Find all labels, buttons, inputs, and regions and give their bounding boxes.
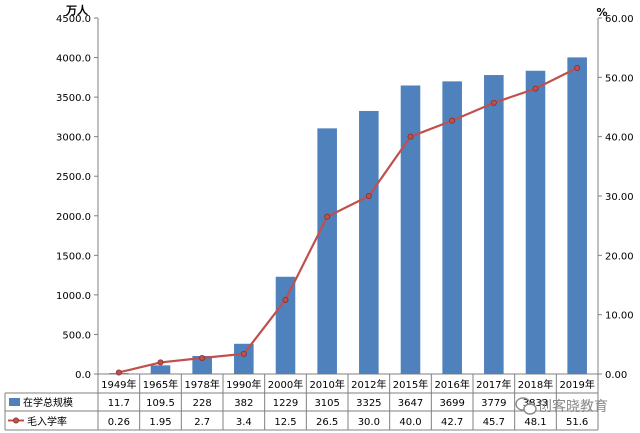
line-value-label: 26.5 <box>316 417 338 428</box>
watermark-text: 创客晓教育 <box>538 398 608 415</box>
line-point <box>282 296 289 303</box>
right-tick-label: 20.00 <box>605 251 634 262</box>
bar-value-label: 382 <box>234 398 253 409</box>
line-value-label: 2.7 <box>194 417 210 428</box>
legend-key-bar <box>9 398 20 406</box>
watermark: 创客晓教育 <box>515 397 608 415</box>
bar <box>567 57 587 374</box>
category-label: 1965年 <box>143 378 178 391</box>
bar <box>275 276 296 374</box>
left-tick-label: 4000.0 <box>56 54 91 65</box>
bar <box>317 128 337 374</box>
category-label: 2019年 <box>559 378 594 391</box>
bar-value-label: 11.7 <box>108 398 130 409</box>
left-tick-label: 2500.0 <box>56 172 91 183</box>
bar-value-label: 3325 <box>356 398 381 409</box>
bar <box>442 81 462 375</box>
right-tick-label: 60.00 <box>605 14 634 25</box>
line-value-label: 45.7 <box>483 417 505 428</box>
line-point <box>199 354 206 361</box>
line-value-label: 42.7 <box>441 417 463 428</box>
legend-key-point <box>12 417 19 424</box>
line-value-label: 30.0 <box>358 417 380 428</box>
line-point <box>490 99 497 106</box>
bar <box>234 343 254 374</box>
bar <box>192 355 212 374</box>
bar <box>484 75 504 374</box>
line-value-label: 3.4 <box>236 417 252 428</box>
line-value-label: 51.6 <box>566 417 588 428</box>
line-point <box>449 117 456 124</box>
bar-value-label: 1229 <box>273 398 298 409</box>
line-value-label: 48.1 <box>524 417 546 428</box>
category-label: 2000年 <box>268 378 303 391</box>
left-tick-label: 1000.0 <box>56 291 91 302</box>
line-point <box>532 85 539 92</box>
left-tick-label: 3500.0 <box>56 93 91 104</box>
bar-value-label: 3779 <box>481 398 506 409</box>
right-tick-label: 50.00 <box>605 73 634 84</box>
bar-value-label: 109.5 <box>146 398 175 409</box>
tick-labels: 0.0 500.0 1000.0 1500.0 2000.0 2500.0 3000.0 35… <box>56 14 634 381</box>
left-axis-unit: 万人 <box>65 3 89 17</box>
bar <box>150 365 171 374</box>
bar-value-label: 228 <box>193 398 212 409</box>
right-tick-label: 0.00 <box>605 370 627 381</box>
legend-entry-bar: 在学总规模 <box>23 396 73 409</box>
line-point <box>365 192 372 199</box>
bar <box>525 70 546 374</box>
line-point <box>407 133 414 140</box>
line-point <box>574 64 581 71</box>
bar-value-label: 3105 <box>314 398 339 409</box>
right-tick-label: 10.00 <box>605 311 634 322</box>
line-point <box>157 359 164 366</box>
left-tick-label: 4500.0 <box>56 14 91 25</box>
bar <box>400 85 421 374</box>
bar-value-label: 3833 <box>523 398 548 409</box>
left-tick-label: 2000.0 <box>56 212 91 223</box>
category-label: 2012年 <box>351 378 386 391</box>
category-label: 2018年 <box>518 378 553 391</box>
right-axis-unit: % <box>596 6 607 19</box>
category-label: 2016年 <box>434 378 469 391</box>
bar-value-label: 3699 <box>439 398 464 409</box>
line-value-label: 40.0 <box>399 417 421 428</box>
wechat-icon <box>515 397 537 415</box>
line-series <box>115 64 581 376</box>
left-tick-label: 0.0 <box>75 370 91 381</box>
line-value-label: 1.95 <box>149 417 171 428</box>
left-tick-label: 1500.0 <box>56 251 91 262</box>
line-point <box>324 213 331 220</box>
bar-value-label: 3647 <box>398 398 423 409</box>
category-label: 1990年 <box>226 378 261 391</box>
category-label: 1949年 <box>101 378 136 391</box>
category-label: 2015年 <box>393 378 428 391</box>
line-value-label: 0.26 <box>108 417 130 428</box>
category-label: 2017年 <box>476 378 511 391</box>
series-line <box>118 66 578 374</box>
line-point <box>115 369 122 376</box>
right-tick-label: 40.00 <box>605 133 634 144</box>
line-value-label: 12.5 <box>274 417 296 428</box>
right-tick-label: 30.00 <box>605 192 634 203</box>
bar-series <box>109 57 587 375</box>
line-point <box>240 350 247 357</box>
left-tick-label: 500.0 <box>62 330 91 341</box>
left-tick-label: 3000.0 <box>56 133 91 144</box>
data-table: 1949年 11.7 0.26 1965年 109.5 1.95 1978年 228 2.7 19… <box>4 374 599 431</box>
category-label: 2010年 <box>309 378 344 391</box>
bar <box>359 110 379 374</box>
legend-entry-line: 毛入学率 <box>27 415 67 428</box>
category-label: 1978年 <box>184 378 219 391</box>
